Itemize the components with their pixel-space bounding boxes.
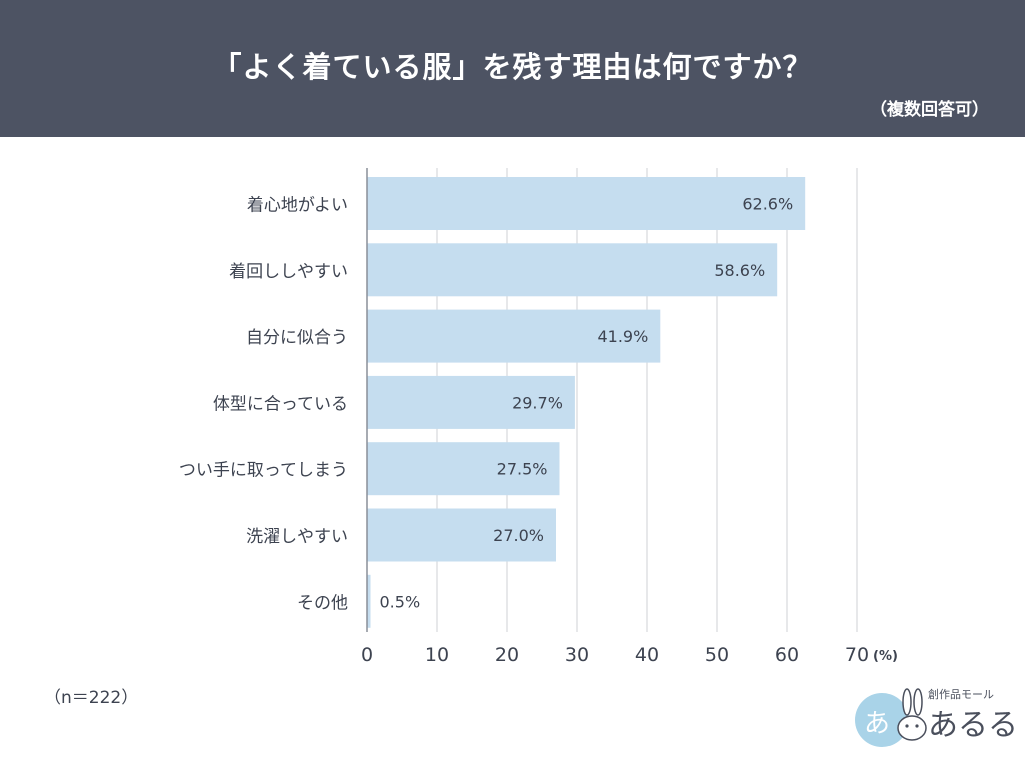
value-label-3: 29.7%	[512, 393, 563, 412]
bar-4	[367, 442, 560, 496]
logo-badge-char: あ	[864, 709, 890, 739]
value-label-6: 0.5%	[380, 592, 421, 611]
brand-logo: あ 創作品モール あるる	[852, 686, 1018, 750]
rabbit-logo-icon: あ	[855, 688, 927, 747]
logo-name-text: あるる	[928, 708, 1018, 743]
logo-badge	[855, 693, 909, 747]
category-label-0: 着心地がよい	[247, 196, 348, 216]
x-tick-label-50: 50	[705, 644, 729, 666]
x-tick-label-20: 20	[495, 644, 519, 666]
x-tick-label-60: 60	[775, 644, 799, 666]
x-tick-label-30: 30	[565, 644, 589, 666]
value-label-4: 27.5%	[497, 460, 548, 479]
logo-mall-text: 創作品モール	[928, 688, 994, 701]
chart-title: 「よく着ている服」を残す理由は何ですか？	[212, 50, 813, 84]
category-label-5: 洗濯しやすい	[246, 527, 348, 547]
bar-3	[367, 375, 575, 429]
value-label-1: 58.6%	[714, 261, 765, 280]
bar-1	[367, 243, 778, 297]
bar-2	[367, 309, 661, 363]
x-tick-label-40: 40	[635, 644, 659, 666]
chart-subtitle: （複数回答可）	[870, 100, 989, 120]
sample-size-label: （n＝222）	[44, 688, 139, 708]
header-banner: 「よく着ている服」を残す理由は何ですか？ （複数回答可）	[0, 0, 1025, 137]
bar-6	[367, 574, 371, 628]
value-label-0: 62.6%	[742, 195, 793, 214]
category-label-3: 体型に合っている	[213, 394, 348, 414]
category-label-1: 着回ししやすい	[229, 262, 348, 282]
x-unit-label: (%)	[873, 649, 898, 664]
x-tick-label-0: 0	[361, 644, 373, 666]
bar-5	[367, 508, 556, 562]
value-label-2: 41.9%	[597, 327, 648, 346]
category-label-6: その他	[297, 593, 348, 613]
x-tick-label-10: 10	[425, 644, 449, 666]
value-label-5: 27.0%	[493, 526, 544, 545]
category-label-2: 自分に似合う	[246, 328, 348, 348]
category-label-4: つい手に取ってしまう	[179, 461, 348, 481]
x-tick-label-70: 70	[845, 644, 869, 666]
bar-0	[367, 177, 806, 230]
